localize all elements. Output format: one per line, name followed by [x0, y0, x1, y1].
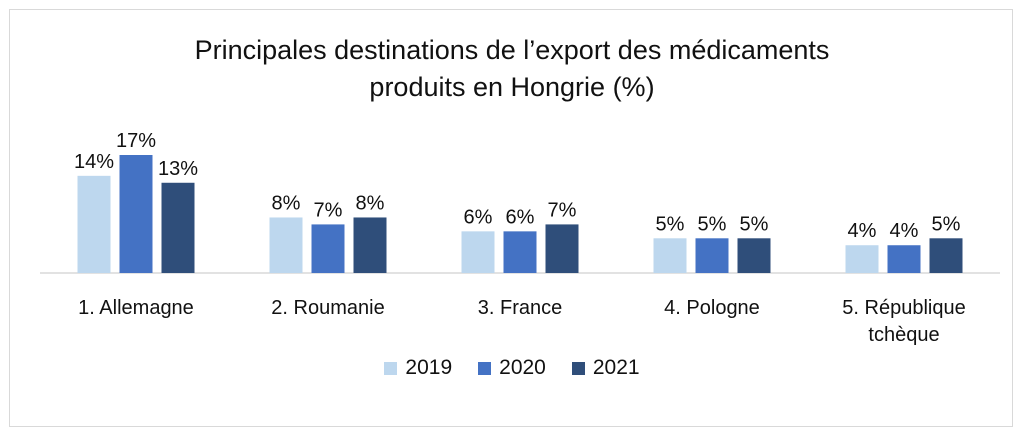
category-label-5-line-2: tchèque [868, 324, 939, 346]
bar-2019-3 [461, 231, 495, 273]
data-label-2019-4: 5% [656, 213, 685, 235]
data-label-2021-5: 5% [932, 213, 961, 235]
data-label-2021-2: 8% [356, 192, 385, 214]
bar-2021-4 [737, 238, 771, 273]
data-label-2019-3: 6% [464, 206, 493, 228]
bar-2020-1 [119, 155, 153, 273]
data-label-2019-1: 14% [74, 151, 114, 173]
bar-2021-5 [929, 238, 963, 273]
legend-swatch-2021 [571, 361, 585, 375]
chart-title: Principales destinations de l’export des… [0, 32, 1024, 106]
data-label-2019-5: 4% [848, 220, 877, 242]
bar-2020-2 [311, 224, 345, 273]
data-label-2020-5: 4% [890, 220, 919, 242]
bar-2021-3 [545, 224, 579, 273]
legend-label-2021: 2021 [592, 356, 640, 379]
legend-swatch-2020 [478, 361, 492, 375]
category-label-2: 2. Roumanie [271, 297, 384, 319]
bar-2020-3 [503, 231, 537, 273]
legend-swatch-2019 [384, 361, 398, 375]
legend-item-2020: 2020 [478, 356, 546, 380]
category-label-1: 1. Allemagne [78, 297, 194, 319]
legend-item-2019: 2019 [384, 356, 452, 380]
category-label-3: 3. France [478, 297, 562, 319]
category-label-4: 4. Pologne [664, 297, 760, 319]
bar-2019-4 [653, 238, 687, 273]
data-label-2021-4: 5% [740, 213, 769, 235]
legend-label-2019: 2019 [405, 356, 453, 379]
bar-2019-1 [77, 175, 111, 273]
data-label-2020-2: 7% [314, 199, 343, 221]
data-label-2020-1: 17% [116, 130, 156, 152]
bar-2019-5 [845, 245, 879, 273]
legend: 2019 2020 2021 [0, 356, 1024, 380]
bar-2021-1 [161, 182, 195, 273]
data-label-2021-1: 13% [158, 158, 198, 180]
bar-2021-2 [353, 217, 387, 273]
bar-2020-5 [887, 245, 921, 273]
bar-2020-4 [695, 238, 729, 273]
chart-title-line-1: Principales destinations de l’export des… [194, 35, 830, 65]
data-label-2020-3: 6% [506, 206, 535, 228]
data-label-2019-2: 8% [272, 192, 301, 214]
bar-2019-2 [269, 217, 303, 273]
category-label-5-line-1: 5. République [842, 297, 965, 319]
legend-label-2020: 2020 [499, 356, 546, 379]
chart-title-line-2: produits en Hongrie (%) [369, 72, 655, 102]
legend-item-2021: 2021 [571, 356, 640, 380]
data-label-2021-3: 7% [548, 199, 577, 221]
data-label-2020-4: 5% [698, 213, 727, 235]
